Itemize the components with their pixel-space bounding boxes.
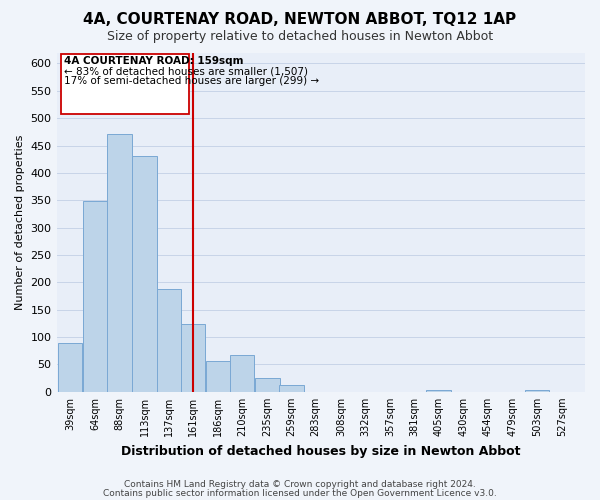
Bar bbox=[206, 360, 230, 392]
Text: Contains public sector information licensed under the Open Government Licence v3: Contains public sector information licen… bbox=[103, 488, 497, 498]
FancyBboxPatch shape bbox=[61, 54, 190, 114]
Text: 17% of semi-detached houses are larger (299) →: 17% of semi-detached houses are larger (… bbox=[64, 76, 319, 86]
Bar bbox=[157, 289, 181, 392]
Text: ← 83% of detached houses are smaller (1,507): ← 83% of detached houses are smaller (1,… bbox=[64, 66, 308, 76]
Bar bbox=[427, 390, 451, 392]
Bar bbox=[58, 342, 82, 392]
Text: Size of property relative to detached houses in Newton Abbot: Size of property relative to detached ho… bbox=[107, 30, 493, 43]
Bar bbox=[83, 202, 107, 392]
Text: 4A, COURTENAY ROAD, NEWTON ABBOT, TQ12 1AP: 4A, COURTENAY ROAD, NEWTON ABBOT, TQ12 1… bbox=[83, 12, 517, 28]
Bar bbox=[525, 390, 550, 392]
Bar bbox=[230, 355, 254, 392]
Y-axis label: Number of detached properties: Number of detached properties bbox=[15, 134, 25, 310]
Text: Contains HM Land Registry data © Crown copyright and database right 2024.: Contains HM Land Registry data © Crown c… bbox=[124, 480, 476, 489]
Bar bbox=[181, 324, 205, 392]
Bar bbox=[133, 156, 157, 392]
Text: 4A COURTENAY ROAD: 159sqm: 4A COURTENAY ROAD: 159sqm bbox=[64, 56, 243, 66]
Bar bbox=[255, 378, 280, 392]
Bar bbox=[280, 385, 304, 392]
X-axis label: Distribution of detached houses by size in Newton Abbot: Distribution of detached houses by size … bbox=[121, 444, 521, 458]
Bar bbox=[107, 134, 131, 392]
